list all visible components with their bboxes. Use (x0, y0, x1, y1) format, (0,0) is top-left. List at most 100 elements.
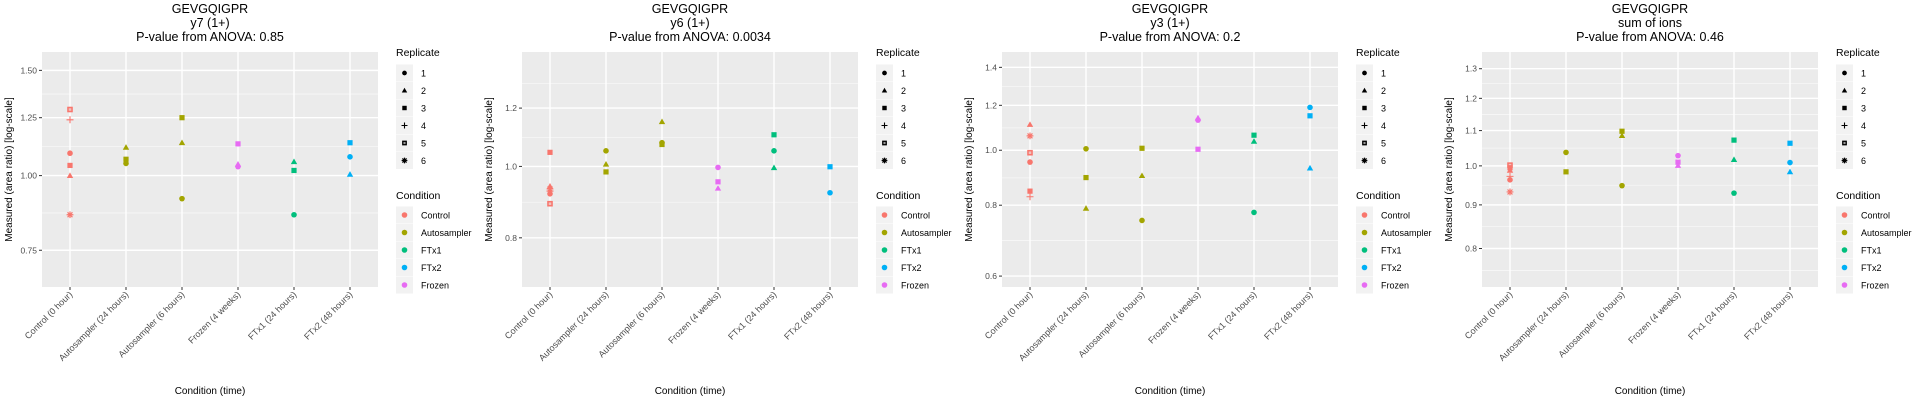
y-tick-label: 0.75 (20, 245, 37, 255)
data-point-autosampler-rep3 (659, 141, 665, 148)
data-point-autosampler-rep3 (1083, 174, 1089, 181)
data-point-ftx1-rep1 (771, 148, 777, 154)
legend-replicate-label: 5 (1861, 139, 1866, 149)
x-tick-label: FTx1 (24 hours) (1686, 289, 1738, 341)
y-tick-label: 0.8 (985, 200, 997, 210)
x-tick-label: FTx2 (48 hours) (302, 289, 354, 341)
chart-subtitle: y7 (1+) (190, 16, 229, 30)
data-point-ftx1-rep3 (1251, 132, 1257, 138)
legend-condition-label: Autosampler (421, 228, 472, 238)
data-point-ftx1-rep2 (1730, 156, 1738, 163)
chart-title: GEVGQIGPR (172, 2, 248, 16)
legend-condition-label: FTx2 (1861, 263, 1882, 273)
data-point-control-rep1 (67, 150, 73, 157)
legend-condition-title: Condition (1836, 190, 1881, 202)
anova-annotation: P-value from ANOVA: 0.85 (136, 30, 284, 44)
x-tick-label: Control (0 hour) (23, 289, 75, 341)
data-point-frozen-rep1 (715, 164, 721, 171)
chart-subtitle: sum of ions (1618, 16, 1682, 30)
y-axis-label: Measured (area ratio) [log-scale] (964, 97, 975, 242)
legend-replicate-label: 4 (1381, 121, 1386, 131)
data-point-ftx1-rep3 (1731, 137, 1737, 143)
legend-plus-icon (1841, 122, 1848, 129)
legend-condition-label: FTx1 (1381, 246, 1402, 256)
plot-background (522, 52, 858, 287)
legend-square-x-icon (402, 140, 407, 146)
legend-condition-label: FTx2 (901, 263, 922, 273)
legend-condition-label: Frozen (901, 281, 929, 291)
legend-ftx2-color-icon (1841, 264, 1848, 271)
data-point-autosampler-rep1 (1619, 182, 1625, 189)
data-point-autosampler-rep2 (178, 139, 186, 146)
data-point-control-rep2 (66, 172, 74, 178)
data-point-ftx2-rep3 (827, 164, 833, 170)
y-tick-label: 1.50 (20, 65, 37, 75)
data-point-control-rep3 (67, 162, 73, 169)
legend-replicate-label: 3 (421, 104, 426, 114)
data-point-ftx2-rep1 (1307, 104, 1313, 111)
x-tick-label: Control (0 hour) (503, 289, 555, 341)
data-point-control-rep5 (67, 106, 73, 113)
data-point-frozen-rep3 (1195, 146, 1201, 152)
data-point-ftx1-rep2 (770, 164, 778, 171)
x-tick-label: FTx2 (48 hours) (782, 289, 834, 341)
legend-replicate-label: 2 (901, 86, 906, 96)
legend-square-icon (882, 105, 887, 111)
data-point-control-rep2 (1026, 121, 1034, 127)
legend-square-icon (1362, 105, 1367, 111)
data-point-ftx2-rep1 (347, 154, 353, 160)
data-point-ftx1-rep1 (1251, 209, 1257, 216)
x-axis-label: Condition (time) (1615, 386, 1686, 397)
legend-condition-label: FTx1 (421, 246, 442, 256)
plot-background (1002, 52, 1338, 287)
legend-control-color-icon (401, 212, 408, 218)
data-point-autosampler-rep3 (603, 169, 609, 175)
legend-plus-icon (881, 122, 888, 129)
data-point-ftx1-rep2 (1250, 138, 1258, 144)
y-tick-label: 0.9 (1465, 200, 1477, 210)
y-tick-label: 1.3 (1465, 64, 1477, 74)
data-point-ftx1-rep1 (291, 211, 297, 218)
data-point-ftx2-rep2 (346, 171, 354, 177)
data-point-control-rep2 (1506, 167, 1514, 173)
x-tick-label: Frozen (4 weeks) (186, 289, 242, 345)
legend-plus-icon (1361, 122, 1368, 129)
legend-triangle-icon (1841, 87, 1848, 93)
legend-square-icon (1842, 105, 1847, 111)
y-tick-label: 1.25 (20, 113, 37, 123)
data-point-control-rep4 (1026, 193, 1034, 201)
data-point-autosampler-rep1 (123, 160, 129, 167)
legend-replicate-label: 3 (1861, 104, 1866, 114)
legend-replicate-title: Replicate (876, 47, 920, 59)
y-tick-label: 0.6 (985, 271, 997, 281)
chart-subtitle: y6 (1+) (670, 16, 709, 30)
x-axis-label: Condition (time) (655, 386, 726, 397)
legend-replicate-label: 5 (901, 139, 906, 149)
data-point-frozen-rep1 (235, 163, 241, 170)
y-tick-label: 1.00 (20, 171, 37, 181)
legend-condition-label: Frozen (1381, 281, 1409, 291)
legend-autosampler-color-icon (1361, 229, 1368, 236)
legend-replicate-label: 6 (901, 156, 906, 166)
data-point-ftx2-rep2 (1306, 164, 1314, 171)
data-point-autosampler-rep3 (123, 156, 129, 162)
data-point-ftx2-rep3 (1307, 113, 1313, 119)
data-point-control-rep5 (1027, 149, 1033, 156)
y-tick-label: 0.8 (505, 233, 517, 243)
data-point-ftx2-rep1 (827, 189, 833, 196)
data-point-ftx2-rep3 (1787, 140, 1793, 146)
legend-replicate-label: 6 (1861, 156, 1866, 166)
legend-square-x-icon (1362, 140, 1367, 146)
legend-replicate-label: 1 (1861, 69, 1866, 79)
legend-condition-label: FTx2 (1381, 263, 1402, 273)
y-tick-label: 1.2 (505, 103, 517, 113)
data-point-frozen-rep1 (1675, 152, 1681, 159)
legend-ftx1-color-icon (1841, 247, 1848, 253)
data-point-control-rep5 (547, 200, 553, 207)
data-point-autosampler-rep3 (1619, 128, 1625, 134)
data-point-ftx2-rep2 (1786, 168, 1794, 175)
legend-circle-icon (402, 70, 407, 76)
data-point-autosampler-rep1 (1563, 149, 1569, 156)
legend-replicate-label: 2 (421, 86, 426, 96)
